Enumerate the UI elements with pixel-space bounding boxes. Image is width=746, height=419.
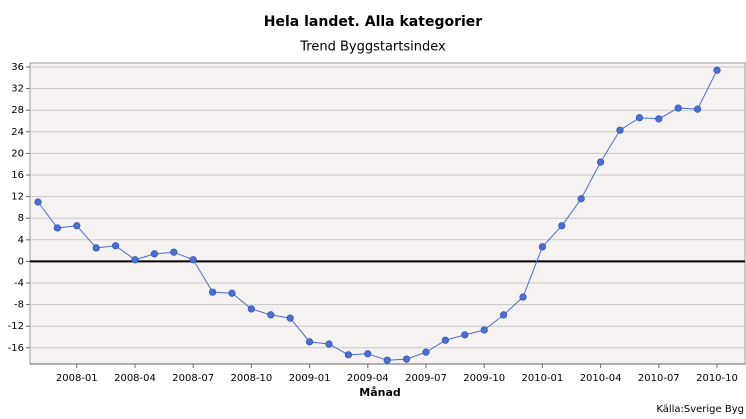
data-point bbox=[713, 66, 721, 74]
data-point bbox=[228, 289, 236, 297]
data-point bbox=[131, 256, 139, 264]
data-point bbox=[344, 351, 353, 359]
data-point bbox=[53, 224, 62, 232]
y-tick-label: -4 bbox=[14, 278, 24, 289]
y-tick-label: -12 bbox=[8, 321, 24, 332]
data-point bbox=[480, 326, 488, 334]
data-point bbox=[403, 355, 411, 363]
y-tick-label: 32 bbox=[11, 84, 24, 95]
y-tick-label: 12 bbox=[11, 192, 24, 203]
data-point bbox=[286, 314, 294, 322]
y-tick-label: 16 bbox=[11, 170, 24, 181]
data-point bbox=[635, 114, 644, 122]
x-tick-label: 2008-01 bbox=[56, 373, 98, 384]
x-tick-label: 2008-04 bbox=[114, 373, 156, 384]
data-point bbox=[111, 242, 120, 250]
x-tick-label: 2008-10 bbox=[231, 373, 273, 384]
y-tick-label: 0 bbox=[18, 256, 24, 267]
data-point bbox=[558, 222, 566, 230]
x-tick-label: 2009-04 bbox=[347, 373, 389, 384]
y-tick-label: 20 bbox=[11, 148, 24, 159]
x-tick-label: 2008-07 bbox=[172, 373, 214, 384]
data-point bbox=[34, 198, 42, 206]
source: Källa:Sverige Byg bbox=[656, 404, 744, 415]
x-tick-label: 2010-04 bbox=[580, 373, 622, 384]
x-tick-label: 2009-07 bbox=[405, 373, 447, 384]
data-point bbox=[616, 126, 624, 134]
chart-subtitle: Trend Byggstartsindex bbox=[299, 40, 446, 55]
data-point bbox=[247, 305, 255, 313]
y-tick-label: 36 bbox=[11, 62, 24, 73]
y-tick-label: -8 bbox=[14, 300, 24, 311]
data-point bbox=[441, 336, 450, 344]
x-axis-title: Månad bbox=[359, 386, 401, 399]
data-point bbox=[189, 256, 197, 264]
data-point bbox=[577, 195, 585, 203]
x-tick-label: 2009-10 bbox=[463, 373, 505, 384]
data-point bbox=[674, 104, 682, 112]
y-tick-label: 28 bbox=[11, 105, 24, 116]
data-point bbox=[364, 350, 372, 358]
data-point bbox=[73, 222, 81, 230]
data-point bbox=[693, 105, 702, 113]
data-point bbox=[383, 356, 391, 364]
data-point bbox=[170, 248, 178, 256]
data-point bbox=[325, 340, 333, 348]
x-tick-label: 2010-07 bbox=[638, 373, 680, 384]
x-tick-label: 2009-01 bbox=[289, 373, 331, 384]
x-tick-label: 2010-10 bbox=[696, 373, 738, 384]
data-point bbox=[267, 311, 275, 319]
data-point bbox=[209, 288, 217, 296]
chart-title: Hela landet. Alla kategorier bbox=[264, 14, 482, 30]
data-point bbox=[519, 293, 527, 301]
y-tick-label: 24 bbox=[11, 127, 24, 138]
y-tick-label: 8 bbox=[18, 213, 24, 224]
y-tick-label: 4 bbox=[18, 235, 24, 246]
y-tick-label: -16 bbox=[8, 343, 24, 354]
data-point bbox=[596, 158, 605, 166]
x-tick-label: 2010-01 bbox=[522, 373, 564, 384]
data-point bbox=[306, 338, 314, 346]
data-point bbox=[655, 115, 663, 123]
data-point bbox=[422, 348, 430, 356]
data-point bbox=[461, 331, 469, 339]
data-point bbox=[92, 244, 100, 252]
plot-area bbox=[29, 62, 746, 365]
data-point bbox=[538, 243, 547, 251]
data-point bbox=[150, 250, 158, 258]
data-point bbox=[500, 311, 508, 319]
